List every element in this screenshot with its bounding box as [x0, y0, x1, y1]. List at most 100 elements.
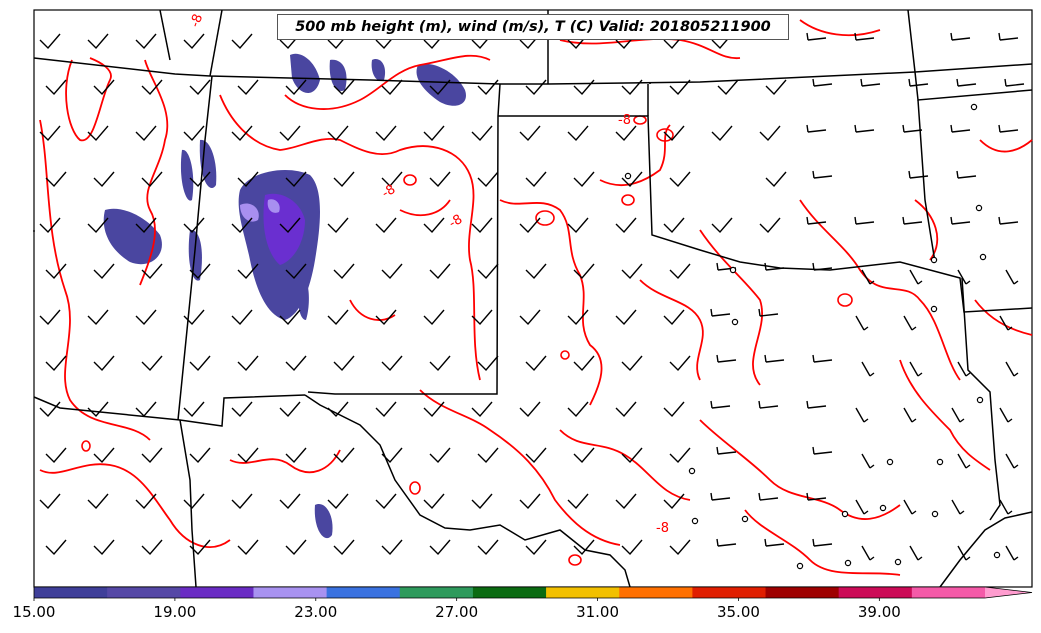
- colorbar-segment: [107, 587, 181, 598]
- temperature-contour-loop: [656, 128, 674, 142]
- wind-barb-icon: [519, 309, 541, 326]
- colorbar-segment: [838, 587, 913, 598]
- calm-circle-icon: [993, 551, 1001, 559]
- wind-barb-icon: [567, 217, 589, 234]
- colorbar-segment: [911, 587, 986, 598]
- temperature-contour: [284, 54, 491, 110]
- wind-barb-icon: [525, 79, 547, 96]
- wind-barb-icon: [381, 539, 403, 556]
- colorbar-segment: [692, 587, 767, 598]
- wind-barb-icon: [189, 263, 211, 280]
- wind-barb-icon: [471, 493, 493, 510]
- wind-barb-icon: [333, 171, 355, 188]
- wind-barb-icon: [812, 78, 833, 87]
- wind-barb-icon: [902, 124, 923, 133]
- temperature-contour: [799, 199, 961, 381]
- wind-barb-icon: [573, 79, 595, 96]
- wind-barb-icon: [429, 447, 451, 464]
- wind-barb-icon: [764, 538, 785, 547]
- wind-barb-icon: [327, 309, 349, 326]
- wind-barb-icon: [1005, 453, 1019, 469]
- wind-barb-icon: [573, 447, 595, 464]
- colorbar-tick-label: 27.00: [435, 603, 479, 621]
- wind-barb-icon: [951, 407, 965, 423]
- wind-barb-icon: [525, 539, 547, 556]
- temperature-contour-loop: [409, 481, 421, 495]
- wind-barb-icon: [669, 355, 691, 372]
- wind-barb-icon: [423, 493, 445, 510]
- wind-barb-icon: [285, 171, 307, 188]
- temperature-contour-loop: [81, 440, 91, 452]
- wind-barb-icon: [285, 263, 307, 280]
- wind-barb-icon: [87, 217, 109, 234]
- wind-barb-icon: [141, 263, 163, 280]
- wind-barb-icon: [333, 79, 355, 96]
- colorbar-segment: [765, 587, 840, 598]
- precip-area: [240, 203, 259, 222]
- wind-barb-icon: [621, 263, 643, 280]
- wind-barb-icon: [621, 79, 643, 96]
- wind-barb-icon: [615, 493, 637, 510]
- temperature-contour-loop: [568, 554, 582, 566]
- wind-barb-icon: [135, 401, 157, 418]
- temperature-contour: [39, 119, 151, 441]
- wind-barb-icon: [710, 400, 731, 409]
- precip-area: [103, 208, 162, 265]
- state-boundary-line: [209, 9, 223, 77]
- wind-barb-icon: [621, 447, 643, 464]
- wind-barb-icon: [183, 493, 205, 510]
- colorbar-tick-label: 35.00: [716, 603, 760, 621]
- wind-barb-icon: [621, 171, 643, 188]
- precip-area: [416, 63, 466, 106]
- wind-barb-icon: [423, 401, 445, 418]
- wind-barb-icon: [135, 217, 157, 234]
- wind-barb-icon: [231, 309, 253, 326]
- wind-barb-icon: [669, 447, 691, 464]
- wind-barb-icon: [573, 539, 595, 556]
- wind-barb-icon: [615, 125, 637, 142]
- wind-barb-icon: [237, 447, 259, 464]
- wind-barb-icon: [615, 309, 637, 326]
- temperature-contour-loop: [535, 210, 555, 226]
- wind-barb-icon: [854, 124, 875, 133]
- wind-barb-icon: [135, 33, 157, 50]
- wind-barb-icon: [231, 217, 253, 234]
- wind-barb-icon: [812, 170, 833, 179]
- wind-barb-icon: [758, 308, 779, 317]
- wind-barb-icon: [1004, 78, 1025, 87]
- wind-barb-icon: [956, 78, 977, 87]
- wind-barb-icon: [717, 79, 739, 96]
- colorbar-tick-label: 39.00: [857, 603, 901, 621]
- wind-barb-icon: [285, 355, 307, 372]
- wind-barb-icon: [710, 308, 731, 317]
- precip-area: [314, 504, 333, 539]
- colorbar-segment: [253, 587, 328, 598]
- calm-circle-icon: [930, 256, 938, 264]
- wind-barb-icon: [279, 309, 301, 326]
- wind-barb-icon: [950, 32, 971, 41]
- wind-barb-icon: [429, 79, 451, 96]
- temperature-contour-loop: [560, 350, 570, 360]
- wind-barb-icon: [573, 355, 595, 372]
- wind-barb-icon: [141, 447, 163, 464]
- wind-barb-icon: [381, 171, 403, 188]
- wind-barb-icon: [471, 309, 493, 326]
- wind-barb-icon: [429, 539, 451, 556]
- contour-label: -8: [656, 521, 669, 536]
- colorbar: [33, 586, 1033, 601]
- colorbar-segment: [546, 587, 620, 598]
- wind-barb-icon: [279, 125, 301, 142]
- wind-barb-icon: [806, 124, 827, 133]
- wind-barb-icon: [519, 217, 541, 234]
- colorbar-segment: [326, 587, 401, 598]
- wind-barb-icon: [183, 309, 205, 326]
- wind-barb-icon: [854, 216, 875, 225]
- wind-barb-icon: [669, 171, 691, 188]
- wind-barb-icon: [764, 262, 785, 271]
- wind-barb-icon: [279, 217, 301, 234]
- wind-barb-icon: [45, 447, 67, 464]
- calm-circle-icon: [731, 318, 739, 326]
- wind-barb-icon: [663, 401, 685, 418]
- wind-barb-icon: [812, 354, 833, 363]
- wind-barb-icon: [231, 493, 253, 510]
